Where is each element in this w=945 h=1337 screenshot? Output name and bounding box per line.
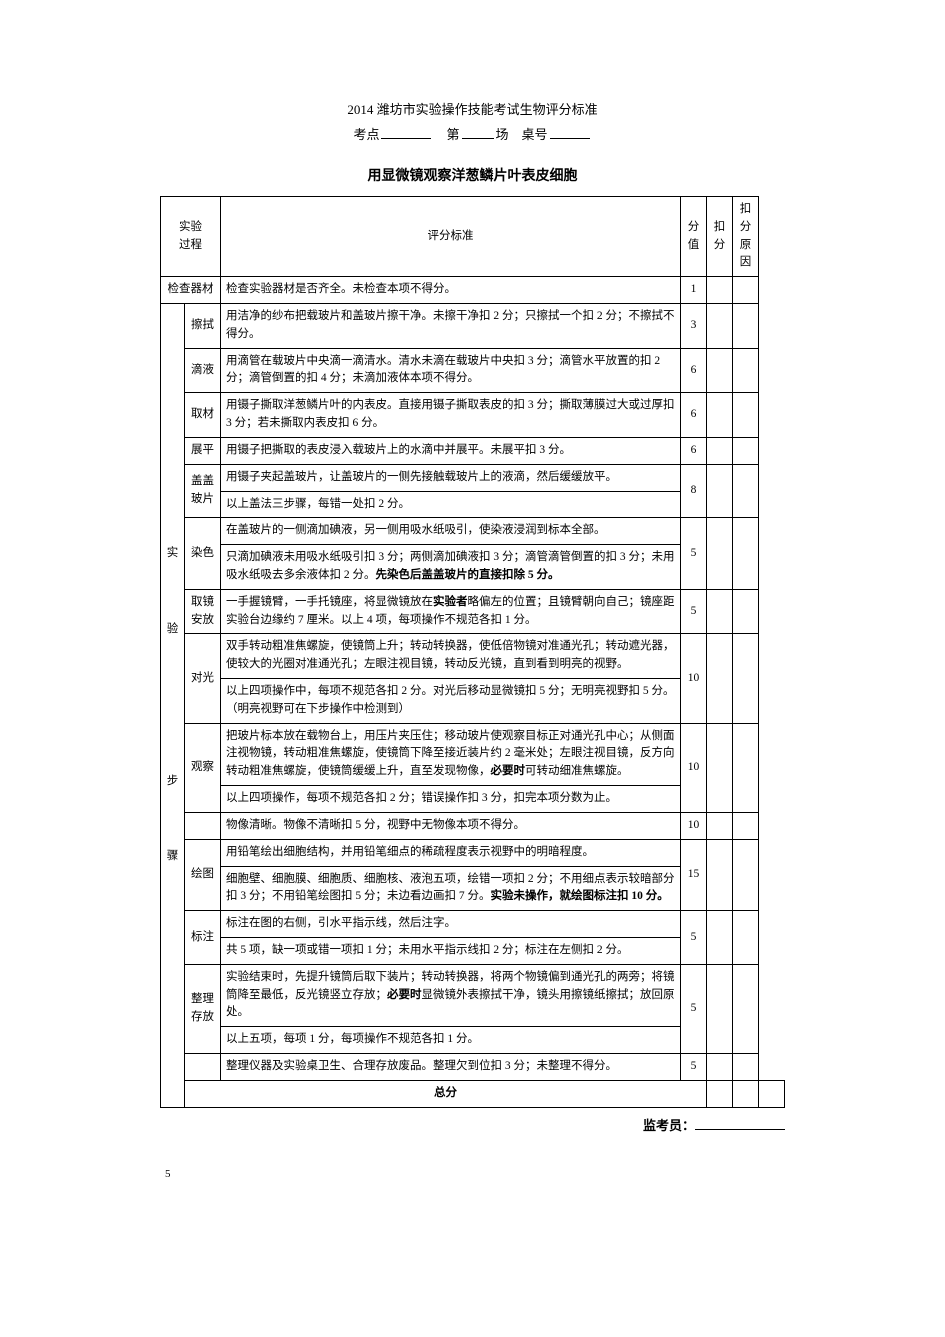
step-stain: 染色 bbox=[185, 518, 221, 589]
text-material: 用镊子撕取洋葱鳞片叶的内表皮。直接用镊子撕取表皮的扣 3 分；撕取薄膜过大或过厚… bbox=[221, 393, 681, 438]
text-stain-a: 在盖玻片的一侧滴加碘液，另一侧用吸水纸吸引，使染液浸润到标本全部。 bbox=[221, 518, 681, 545]
text-cover-b: 以上盖法三步骤，每错一处扣 2 分。 bbox=[221, 491, 681, 518]
text-drop: 用滴管在载玻片中央滴一滴清水。清水未滴在载玻片中央扣 3 分；滴管水平放置的扣 … bbox=[221, 348, 681, 393]
row-wipe: 实 验 步 骤 擦拭 用洁净的纱布把载玻片和盖玻片擦干净。未擦干净扣 2 分；只… bbox=[161, 304, 785, 349]
text-observe-a: 把玻片标本放在载物台上，用压片夹压住；移动玻片使观察目标正对通光孔中心；从侧面注… bbox=[221, 723, 681, 785]
step-check: 检查器材 bbox=[161, 277, 221, 304]
row-stain-a: 染色 在盖玻片的一侧滴加碘液，另一侧用吸水纸吸引，使染液浸润到标本全部。 5 bbox=[161, 518, 785, 545]
text-cover-a: 用镊子夹起盖玻片，让盖玻片的一侧先接触载玻片上的液滴，然后缓缓放平。 bbox=[221, 464, 681, 491]
field-exam-point-blank bbox=[381, 125, 431, 139]
row-store-a: 整理 存放 实验结束时，先提升镜筒后取下装片；转动转换器，将两个物镜偏到通光孔的… bbox=[161, 964, 785, 1026]
row-total: 总分 bbox=[161, 1080, 785, 1107]
step-material: 取材 bbox=[185, 393, 221, 438]
step-observe: 观察 bbox=[185, 723, 221, 812]
deduct-check bbox=[707, 277, 733, 304]
header-fields: 考点 第 场 桌号 bbox=[160, 125, 785, 146]
row-spread: 展平 用镊子把撕取的表皮浸入载玻片上的水滴中并展平。未展平扣 3 分。 6 bbox=[161, 437, 785, 464]
text-spread: 用镊子把撕取的表皮浸入载玻片上的水滴中并展平。未展平扣 3 分。 bbox=[221, 437, 681, 464]
step-draw: 绘图 bbox=[185, 839, 221, 910]
step-store: 整理 存放 bbox=[185, 964, 221, 1053]
col-criteria: 评分标准 bbox=[221, 196, 681, 276]
score-label: 5 bbox=[681, 911, 707, 965]
field-session-blank bbox=[462, 125, 494, 139]
row-place: 取镜 安放 一手握镜臂，一手托镜座，将显微镜放在实验者略偏左的位置；且镜臂朝向自… bbox=[161, 589, 785, 634]
score-light: 10 bbox=[681, 634, 707, 723]
step-label: 标注 bbox=[185, 911, 221, 965]
row-observe-a: 观察 把玻片标本放在载物台上，用压片夹压住；移动玻片使观察目标正对通光孔中心；从… bbox=[161, 723, 785, 785]
score-material: 6 bbox=[681, 393, 707, 438]
row-material: 取材 用镊子撕取洋葱鳞片叶的内表皮。直接用镊子撕取表皮的扣 3 分；撕取薄膜过大… bbox=[161, 393, 785, 438]
text-label-a: 标注在图的右侧，引水平指示线，然后注字。 bbox=[221, 911, 681, 938]
footer: 监考员： bbox=[160, 1116, 785, 1137]
score-drop: 6 bbox=[681, 348, 707, 393]
footer-blank bbox=[695, 1116, 785, 1130]
score-observe-c: 10 bbox=[681, 812, 707, 839]
score-draw: 15 bbox=[681, 839, 707, 910]
table-header-row: 实验 过程 评分标准 分 值 扣 分 扣分 原因 bbox=[161, 196, 785, 276]
score-spread: 6 bbox=[681, 437, 707, 464]
doc-title: 2014 潍坊市实验操作技能考试生物评分标准 bbox=[160, 100, 785, 121]
col-process: 实验 过程 bbox=[161, 196, 221, 276]
col-reason: 扣分 原因 bbox=[733, 196, 759, 276]
text-place: 一手握镜臂，一手托镜座，将显微镜放在实验者略偏左的位置；且镜臂朝向自己；镜座距实… bbox=[221, 589, 681, 634]
text-observe-c: 物像清晰。物像不清晰扣 5 分，视野中无物像本项不得分。 bbox=[221, 812, 681, 839]
scoring-table: 实验 过程 评分标准 分 值 扣 分 扣分 原因 检查器材 检查实验器材是否齐全… bbox=[160, 196, 785, 1108]
row-draw-a: 绘图 用铅笔绘出细胞结构，并用铅笔细点的稀疏程度表示视野中的明暗程度。 15 bbox=[161, 839, 785, 866]
step-spread: 展平 bbox=[185, 437, 221, 464]
score-store-c: 5 bbox=[681, 1054, 707, 1081]
text-store-b: 以上五项，每项 1 分，每项操作不规范各扣 1 分。 bbox=[221, 1027, 681, 1054]
footer-label: 监考员： bbox=[643, 1118, 695, 1133]
side-label: 实 验 步 骤 bbox=[161, 304, 185, 1108]
text-store-a: 实验结束时，先提升镜筒后取下装片；转动转换器，将两个物镜偏到通光孔的两旁；将镜筒… bbox=[221, 964, 681, 1026]
row-label-a: 标注 标注在图的右侧，引水平指示线，然后注字。 5 bbox=[161, 911, 785, 938]
score-check: 1 bbox=[681, 277, 707, 304]
row-check: 检查器材 检查实验器材是否齐全。未检查本项不得分。 1 bbox=[161, 277, 785, 304]
text-stain-b: 只滴加碘液未用吸水纸吸引扣 3 分；两侧滴加碘液扣 3 分；滴管滴管倒置的扣 3… bbox=[221, 545, 681, 590]
text-wipe: 用洁净的纱布把载玻片和盖玻片擦干净。未擦干净扣 2 分；只擦拭一个扣 2 分；不… bbox=[221, 304, 681, 349]
score-cover: 8 bbox=[681, 464, 707, 518]
step-wipe: 擦拭 bbox=[185, 304, 221, 349]
step-cover: 盖盖 玻片 bbox=[185, 464, 221, 518]
field-table-label: 桌号 bbox=[522, 127, 548, 142]
field-exam-point-label: 考点 bbox=[353, 127, 379, 142]
score-store: 5 bbox=[681, 964, 707, 1053]
row-cover-a: 盖盖 玻片 用镊子夹起盖玻片，让盖玻片的一侧先接触载玻片上的液滴，然后缓缓放平。… bbox=[161, 464, 785, 491]
score-stain: 5 bbox=[681, 518, 707, 589]
text-check: 检查实验器材是否齐全。未检查本项不得分。 bbox=[221, 277, 681, 304]
total-label: 总分 bbox=[185, 1080, 707, 1107]
step-light: 对光 bbox=[185, 634, 221, 723]
text-draw-b: 细胞壁、细胞膜、细胞质、细胞核、液泡五项，绘错一项扣 2 分；不用细点表示较暗部… bbox=[221, 866, 681, 911]
score-wipe: 3 bbox=[681, 304, 707, 349]
page-number: 5 bbox=[165, 1166, 171, 1184]
subtitle: 用显微镜观察洋葱鳞片叶表皮细胞 bbox=[160, 166, 785, 188]
row-light-a: 对光 双手转动粗准焦螺旋，使镜筒上升；转动转换器，使低倍物镜对准通光孔；转动遮光… bbox=[161, 634, 785, 679]
field-session-label: 第 bbox=[446, 127, 459, 142]
row-drop: 滴液 用滴管在载玻片中央滴一滴清水。清水未滴在载玻片中央扣 3 分；滴管水平放置… bbox=[161, 348, 785, 393]
text-light-a: 双手转动粗准焦螺旋，使镜筒上升；转动转换器，使低倍物镜对准通光孔；转动遮光器，使… bbox=[221, 634, 681, 679]
text-light-b: 以上四项操作中，每项不规范各扣 2 分。对光后移动显微镜扣 5 分；无明亮视野扣… bbox=[221, 679, 681, 724]
step-place: 取镜 安放 bbox=[185, 589, 221, 634]
col-deduction: 扣 分 bbox=[707, 196, 733, 276]
col-score: 分 值 bbox=[681, 196, 707, 276]
field-session-suffix: 场 bbox=[496, 127, 509, 142]
row-observe-c: 物像清晰。物像不清晰扣 5 分，视野中无物像本项不得分。 10 bbox=[161, 812, 785, 839]
step-drop: 滴液 bbox=[185, 348, 221, 393]
score-place: 5 bbox=[681, 589, 707, 634]
text-observe-b: 以上四项操作，每项不规范各扣 2 分；错误操作扣 3 分，扣完本项分数为止。 bbox=[221, 786, 681, 813]
text-label-b: 共 5 项，缺一项或错一项扣 1 分；未用水平指示线扣 2 分；标注在左侧扣 2… bbox=[221, 937, 681, 964]
text-draw-a: 用铅笔绘出细胞结构，并用铅笔细点的稀疏程度表示视野中的明暗程度。 bbox=[221, 839, 681, 866]
row-store-c: 整理仪器及实验桌卫生、合理存放废品。整理欠到位扣 3 分；未整理不得分。 5 bbox=[161, 1054, 785, 1081]
field-table-blank bbox=[550, 125, 590, 139]
reason-check bbox=[733, 277, 759, 304]
score-observe-a: 10 bbox=[681, 723, 707, 812]
text-store-c: 整理仪器及实验桌卫生、合理存放废品。整理欠到位扣 3 分；未整理不得分。 bbox=[221, 1054, 681, 1081]
